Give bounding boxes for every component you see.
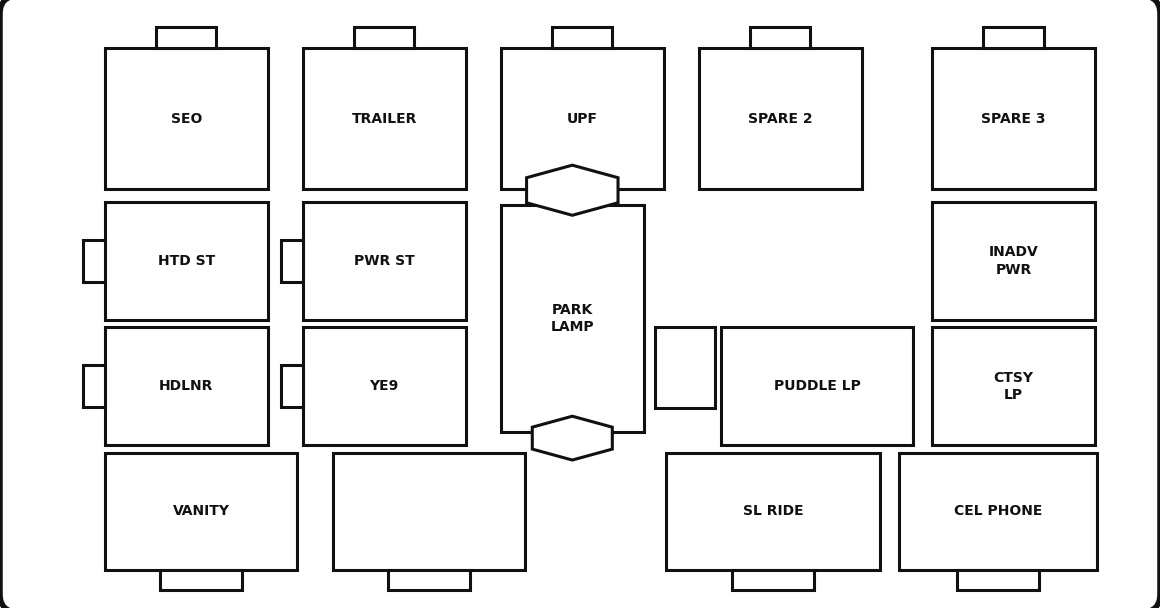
Bar [104,453,297,570]
Polygon shape [527,165,618,215]
Bar [333,453,525,570]
Bar [303,48,465,189]
Bar [160,570,242,590]
Text: PARK
LAMP: PARK LAMP [551,303,594,334]
Bar [931,48,1095,189]
Text: SL RIDE: SL RIDE [742,505,804,519]
Text: VANITY: VANITY [173,505,230,519]
Text: HDLNR: HDLNR [159,379,213,393]
Bar [354,27,414,48]
Bar [732,570,814,590]
Bar [82,240,104,282]
Bar [720,328,913,445]
Text: INADV
PWR: INADV PWR [988,245,1038,277]
Bar [698,48,862,189]
Bar [957,570,1039,590]
Bar [281,365,303,407]
Text: HTD ST: HTD ST [158,254,215,268]
Bar [501,48,664,189]
Bar [303,202,465,320]
Text: SPARE 3: SPARE 3 [981,112,1045,126]
Text: CEL PHONE: CEL PHONE [954,505,1042,519]
Text: UPF: UPF [567,112,597,126]
Text: SEO: SEO [171,112,202,126]
Bar [931,328,1095,445]
Bar [82,365,104,407]
Bar [501,205,644,432]
Bar [104,328,268,445]
Bar [281,240,303,282]
Bar [654,328,716,409]
Bar [104,202,268,320]
Text: YE9: YE9 [370,379,399,393]
Bar [155,27,217,48]
Bar [303,328,465,445]
Text: CTSY
LP: CTSY LP [993,370,1034,402]
Bar [931,202,1095,320]
Text: SPARE 2: SPARE 2 [748,112,812,126]
Bar [104,48,268,189]
Bar [899,453,1097,570]
Bar [984,27,1044,48]
Bar [552,27,612,48]
Text: PUDDLE LP: PUDDLE LP [774,379,861,393]
Text: TRAILER: TRAILER [351,112,416,126]
Bar [751,27,811,48]
Bar [666,453,880,570]
Polygon shape [532,416,612,460]
Text: PWR ST: PWR ST [354,254,414,268]
Bar [387,570,470,590]
